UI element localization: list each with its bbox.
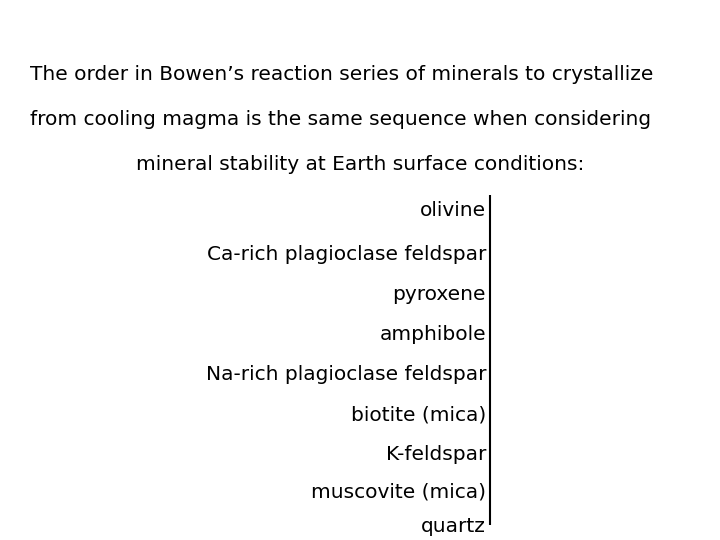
Text: mineral stability at Earth surface conditions:: mineral stability at Earth surface condi… — [136, 155, 584, 174]
Text: K-feldspar: K-feldspar — [386, 446, 486, 464]
Text: muscovite (mica): muscovite (mica) — [311, 483, 486, 502]
Text: quartz: quartz — [421, 517, 486, 537]
Text: Ca-rich plagioclase feldspar: Ca-rich plagioclase feldspar — [207, 246, 486, 265]
Text: olivine: olivine — [420, 200, 486, 219]
Text: amphibole: amphibole — [379, 326, 486, 345]
Text: from cooling magma is the same sequence when considering: from cooling magma is the same sequence … — [30, 110, 651, 129]
Text: pyroxene: pyroxene — [392, 286, 486, 305]
Text: Na-rich plagioclase feldspar: Na-rich plagioclase feldspar — [205, 366, 486, 384]
Text: biotite (mica): biotite (mica) — [351, 406, 486, 424]
Text: The order in Bowen’s reaction series of minerals to crystallize: The order in Bowen’s reaction series of … — [30, 65, 653, 84]
